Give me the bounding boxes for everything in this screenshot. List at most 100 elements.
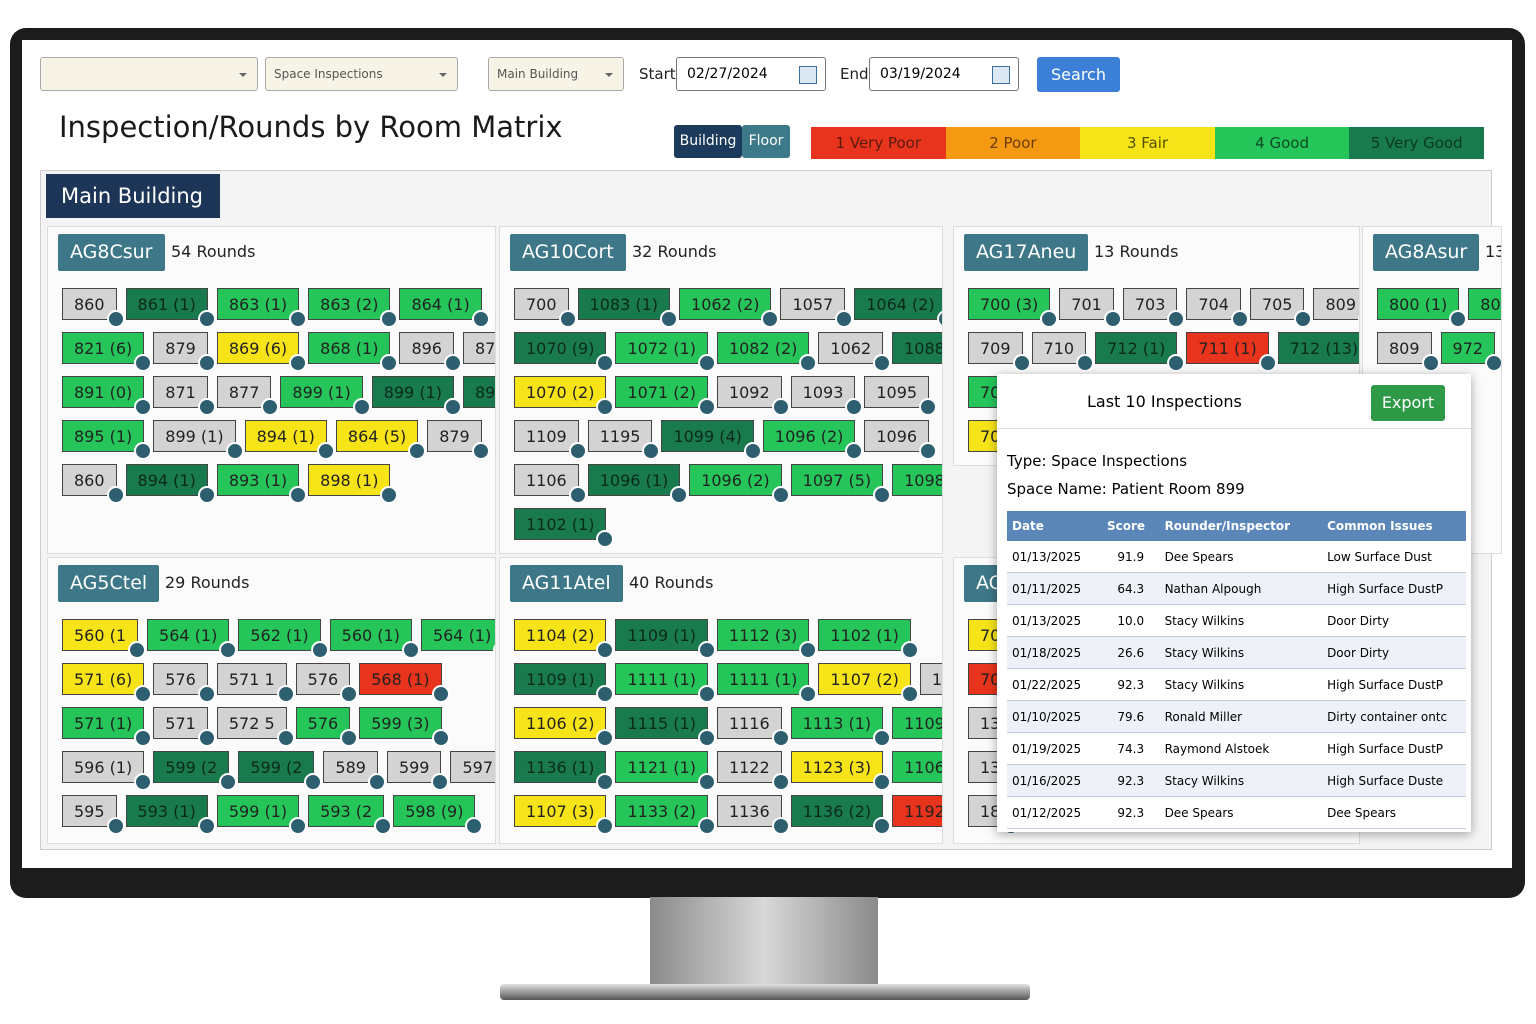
room-chip[interactable]: 809 <box>1377 332 1440 372</box>
room-chip[interactable]: 1057 <box>780 288 853 328</box>
room-chip[interactable]: 564 (1) <box>420 619 495 659</box>
room-chip[interactable]: 864 (5) <box>335 420 427 460</box>
room-chip[interactable]: 1096 (2) <box>689 464 791 504</box>
room-chip[interactable]: 1096 <box>864 420 937 460</box>
room-chip[interactable]: 1109 <box>514 420 587 460</box>
toggle-building[interactable]: Building <box>674 125 742 158</box>
room-chip[interactable]: 1098 (2 <box>892 464 942 496</box>
room-chip[interactable]: 589 <box>323 751 386 791</box>
room-chip[interactable]: 710 <box>1031 332 1094 372</box>
panel-name[interactable]: AG8Csur <box>58 234 165 271</box>
room-chip[interactable]: 871 <box>153 376 216 416</box>
room-chip[interactable]: 1064 (2) <box>854 288 942 328</box>
room-chip[interactable]: 593 (1) <box>125 795 217 835</box>
room-chip[interactable]: 598 (9) <box>393 795 484 835</box>
room-chip[interactable]: 1133 (2) <box>615 795 717 835</box>
room-chip[interactable]: 1095 <box>864 376 937 416</box>
room-chip[interactable]: 1096 (1) <box>587 464 689 504</box>
room-chip[interactable]: 879 <box>153 332 216 372</box>
room-chip[interactable]: 597 <box>450 751 495 791</box>
room-chip[interactable]: 1116 <box>716 707 790 747</box>
table-row[interactable]: 01/16/2025 92.3 Stacy Wilkins High Surface … <box>1007 764 1466 797</box>
room-chip[interactable]: 1195 <box>587 420 661 460</box>
room-chip[interactable]: 860 <box>62 464 125 504</box>
room-chip[interactable]: 800 (1) <box>1377 288 1468 328</box>
room-chip[interactable]: 700 (3) <box>968 288 1059 328</box>
room-chip[interactable]: 572 5 <box>216 707 295 747</box>
room-chip[interactable]: 1111 (1) <box>716 663 818 703</box>
table-row[interactable]: 01/11/2025 64.3 Nathan Alpough High Surface… <box>1007 572 1466 605</box>
room-chip[interactable]: 893 (1) <box>216 464 308 504</box>
room-chip[interactable]: 1102 (1) <box>514 508 615 548</box>
room-chip[interactable]: 894 (1) <box>125 464 217 504</box>
room-chip[interactable]: 1070 (2) <box>514 376 615 416</box>
building-tab[interactable]: Main Building <box>46 174 220 218</box>
calendar-icon[interactable] <box>799 66 817 84</box>
room-chip[interactable]: 1088 (6 <box>892 332 942 364</box>
calendar-icon[interactable] <box>992 66 1010 84</box>
room-chip[interactable]: 701 <box>1059 288 1122 328</box>
room-chip[interactable]: 571 (6) <box>62 663 153 703</box>
room-chip[interactable]: 1083 (1) <box>577 288 679 328</box>
room-chip[interactable]: 891 (0) <box>62 376 153 416</box>
room-chip[interactable]: 1109 <box>892 707 942 739</box>
room-chip[interactable]: 1082 (2) <box>716 332 818 372</box>
room-chip[interactable]: 705 <box>1249 288 1312 328</box>
room-chip[interactable]: 596 (1) <box>62 751 153 791</box>
room-chip[interactable]: 593 (2 <box>308 795 393 835</box>
panel-name[interactable]: AG11Atel <box>510 565 623 602</box>
room-chip[interactable]: 700 <box>514 288 577 328</box>
room-chip[interactable]: 1071 (2) <box>615 376 717 416</box>
end-date[interactable]: 03/19/2024 <box>869 57 1019 91</box>
room-chip[interactable]: 576 <box>153 663 216 703</box>
room-chip[interactable]: 870 <box>462 332 495 364</box>
room-chip[interactable]: 896 <box>399 332 462 372</box>
room-chip[interactable]: 1113 (1) <box>790 707 892 747</box>
table-row[interactable]: 01/22/2025 92.3 Stacy Wilkins High Surface … <box>1007 668 1466 701</box>
panel-name[interactable]: AG8Asur <box>1373 234 1480 271</box>
room-chip[interactable]: 1123 (3) <box>790 751 892 791</box>
room-chip[interactable]: 1107 (2) <box>818 663 920 703</box>
room-chip[interactable]: 571 (1) <box>62 707 153 747</box>
room-chip[interactable]: 1099 (4) <box>661 420 763 460</box>
room-chip[interactable]: 1112 (3) <box>716 619 818 659</box>
room-chip[interactable]: 821 (6) <box>62 332 153 372</box>
room-chip[interactable]: 1104 (2) <box>514 619 615 659</box>
table-row[interactable]: 01/10/2025 79.6 Ronald Miller Dirty contain… <box>1007 700 1466 733</box>
toggle-floor[interactable]: Floor <box>742 125 790 158</box>
room-chip[interactable]: 712 (1) <box>1095 332 1186 372</box>
room-chip[interactable]: 1092 <box>716 376 790 416</box>
room-chip[interactable]: 879 <box>427 420 490 460</box>
room-chip[interactable]: 809 <box>1313 288 1359 328</box>
export-button[interactable]: Export <box>1371 385 1445 421</box>
room-chip[interactable]: 1072 (1) <box>615 332 717 372</box>
room-chip[interactable]: 568 (1) <box>359 663 450 703</box>
table-row[interactable]: 01/12/2025 92.3 Dee Spears Dee Spears <box>1007 796 1466 829</box>
panel-name[interactable]: AG17Aneu <box>964 234 1089 271</box>
room-chip[interactable]: 1115 (1) <box>615 707 717 747</box>
room-chip[interactable]: 599 (2 <box>238 751 323 791</box>
room-chip[interactable]: 1136 (1) <box>514 751 615 791</box>
room-chip[interactable]: 571 <box>153 707 216 747</box>
room-chip[interactable]: 863 (2) <box>308 288 399 328</box>
search-button[interactable]: Search <box>1037 57 1120 92</box>
room-chip[interactable]: 1121 (1) <box>615 751 717 791</box>
panel-name[interactable]: AG5Ctel <box>58 565 160 602</box>
room-chip[interactable]: 877 <box>216 376 279 416</box>
room-chip[interactable]: 1093 <box>790 376 864 416</box>
room-chip[interactable]: 898 (1) <box>308 464 399 504</box>
room-chip[interactable]: 899 (1) <box>371 376 463 416</box>
room-chip[interactable]: 1106 (2) <box>514 707 615 747</box>
room-chip[interactable]: 869 (6) <box>216 332 308 372</box>
room-chip[interactable]: 1107 (3) <box>514 795 615 835</box>
dropdown[interactable]: Space Inspections <box>265 57 458 91</box>
room-chip[interactable]: 1106 <box>514 464 587 504</box>
room-chip[interactable]: 564 (1) <box>147 619 238 659</box>
room-chip[interactable]: 562 (1) <box>238 619 329 659</box>
room-chip[interactable]: 860 <box>62 288 125 328</box>
room-chip[interactable]: 599 (1) <box>216 795 308 835</box>
room-chip[interactable]: 703 <box>1122 288 1185 328</box>
room-chip[interactable]: 1136 (2) <box>790 795 892 835</box>
room-chip[interactable]: 599 <box>386 751 449 791</box>
room-chip[interactable]: 711 (1) <box>1186 332 1278 372</box>
